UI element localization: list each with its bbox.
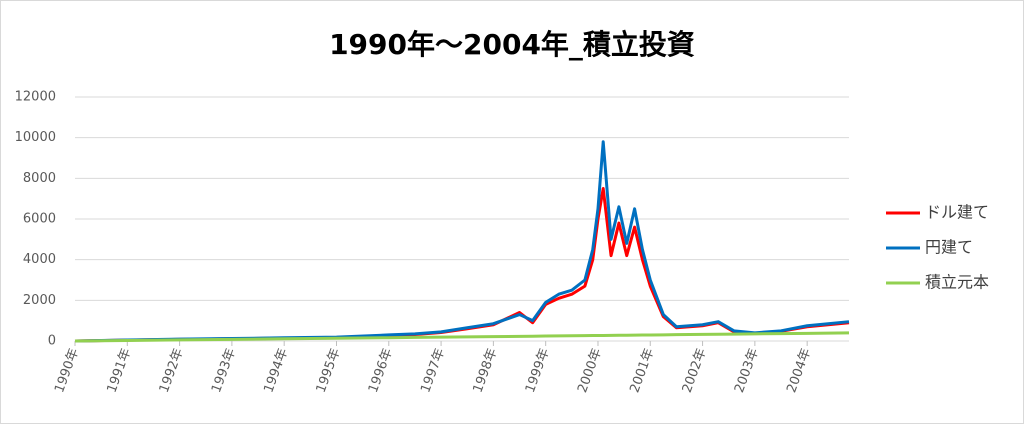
- line-series: [74, 331, 850, 343]
- y-tick-label: 12000: [15, 90, 56, 105]
- y-tick-label: 2000: [23, 293, 56, 308]
- legend-label: 円建て: [925, 238, 973, 257]
- chart-title: 1990年～2004年_積立投資: [329, 28, 695, 61]
- y-tick-label: 8000: [23, 171, 56, 186]
- y-tick-label: 0: [48, 334, 56, 349]
- y-tick-label: 4000: [23, 252, 56, 267]
- legend-label: ドル建て: [925, 203, 989, 222]
- legend-label: 積立元本: [925, 273, 989, 292]
- y-tick-label: 6000: [23, 212, 56, 227]
- line-series: [74, 140, 850, 343]
- y-tick-label: 10000: [15, 130, 56, 145]
